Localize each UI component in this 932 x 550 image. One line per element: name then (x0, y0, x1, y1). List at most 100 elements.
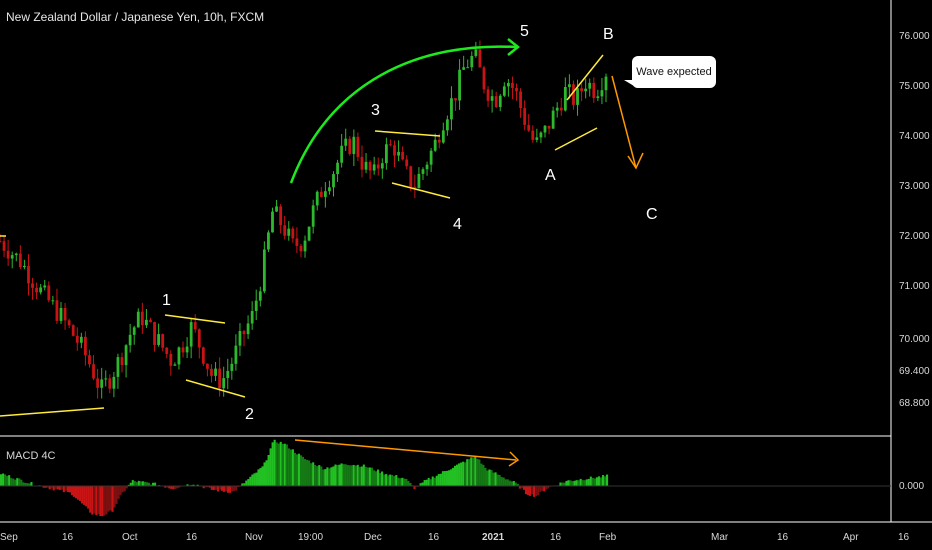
candle-body (323, 191, 327, 197)
macd-divergence-arrowhead (508, 451, 520, 467)
candle-body (409, 166, 413, 187)
macd-bar (445, 470, 448, 486)
macd-bar (16, 478, 19, 486)
macd-bar (401, 477, 404, 486)
time-tick: 16 (898, 532, 910, 543)
macd-bar (599, 477, 603, 486)
macd-bar (484, 467, 487, 486)
candle-body (23, 265, 26, 268)
macd-bar (508, 480, 511, 486)
macd-bar (295, 454, 299, 486)
macd-bar (269, 448, 272, 486)
wave-label-a: A (545, 167, 556, 184)
macd-bar (429, 479, 432, 486)
time-tick: Oct (122, 532, 138, 543)
macd-bar (99, 486, 102, 517)
macd-bar (397, 477, 400, 486)
macd-bar (243, 483, 246, 486)
macd-bar (563, 482, 566, 486)
price-axis[interactable]: 76.000 75.000 74.000 73.000 72.000 71.00… (899, 31, 930, 492)
macd-bar (237, 486, 240, 488)
macd-bar (249, 476, 252, 486)
price-tick: 69.400 (899, 366, 930, 377)
time-tick: 16 (62, 532, 74, 543)
macd-bar (514, 482, 517, 486)
macd-bar (299, 455, 303, 486)
candle-body (405, 159, 409, 167)
macd-bar (543, 486, 546, 492)
time-axis[interactable]: Sep 16 Oct 16 Nov 19:00 Dec 16 2021 16 F… (0, 532, 910, 543)
candle-body (295, 238, 299, 246)
wave-arc (289, 45, 517, 184)
candle-body (450, 98, 453, 120)
macd-bar (433, 477, 436, 486)
macd-bar (589, 476, 592, 486)
macd-bar (362, 464, 365, 486)
macd-indicator-label[interactable]: MACD 4C (6, 450, 56, 462)
macd-bar (583, 480, 586, 486)
macd-bar (97, 486, 100, 515)
macd-bar (437, 474, 440, 486)
candle-body (140, 311, 144, 326)
macd-bar (482, 464, 485, 486)
candle-body (429, 150, 433, 165)
candle-body (104, 378, 108, 380)
macd-bar (186, 484, 189, 486)
macd-bar (423, 480, 426, 486)
macd-bar (77, 486, 80, 500)
candle-body (466, 67, 470, 69)
time-tick: 19:00 (298, 532, 323, 543)
candle-body (120, 357, 124, 366)
macd-bar (44, 486, 47, 488)
macd-bar (328, 468, 331, 486)
candle-body (393, 145, 396, 156)
callout-text: Wave expected (636, 66, 712, 78)
candle-body (31, 283, 34, 288)
candle-body (559, 107, 563, 111)
price-tick: 76.000 (899, 31, 930, 42)
macd-bar (174, 486, 177, 489)
candle-body (401, 151, 405, 160)
candle-body (35, 287, 39, 293)
macd-bar (18, 478, 21, 486)
macd-bar (478, 459, 481, 486)
macd-bar (537, 486, 540, 496)
macd-bar (547, 486, 550, 489)
macd-bar (154, 482, 157, 486)
macd-bar (533, 486, 536, 497)
candle-body (506, 83, 510, 87)
macd-bar (567, 480, 570, 486)
projection-arrow (611, 75, 637, 169)
pattern-lines (0, 54, 604, 417)
candle-body (458, 69, 461, 101)
candle-body (291, 228, 295, 239)
macd-bar (81, 486, 84, 504)
candle-body (63, 307, 67, 321)
candle-body (360, 156, 364, 170)
macd-bar (344, 464, 347, 486)
macd-bar (587, 478, 590, 486)
macd-bar (89, 486, 92, 513)
candle-body (596, 96, 600, 99)
candle-body (364, 161, 368, 170)
macd-bar (204, 486, 207, 488)
macd-bar (500, 477, 503, 486)
candle-body (547, 125, 551, 129)
projection-arrowhead (627, 152, 644, 170)
macd-bar (409, 482, 412, 486)
candle-body (201, 347, 205, 364)
macd-bar (435, 475, 438, 486)
macd-bar (322, 469, 325, 486)
macd-bar (522, 486, 526, 490)
candle-body (226, 370, 230, 379)
candle-body (584, 88, 588, 92)
macd-bar (83, 486, 86, 505)
chart-title: New Zealand Dollar / Japanese Yen, 10h, … (6, 10, 265, 24)
candle-body (519, 91, 522, 109)
macd-bar (332, 466, 335, 486)
macd-bar (12, 478, 15, 486)
macd-bar (95, 486, 98, 516)
macd-bar (579, 478, 582, 486)
macd-bar (14, 479, 17, 486)
